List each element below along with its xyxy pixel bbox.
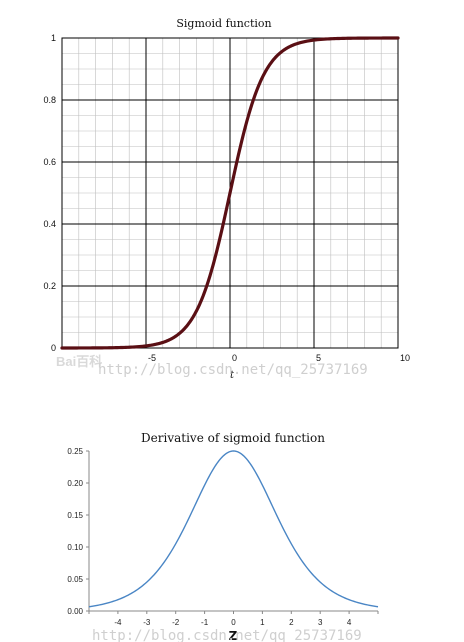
- x-tick-label: 0: [232, 353, 237, 363]
- sigmoid-chart-y-ticks: 0 0.2 0.4 0.6 0.8 1: [43, 33, 56, 353]
- x-tick-label: 5: [316, 353, 321, 363]
- sigmoid-chart: Sigmoid function 0 0.2 0.4 0.6 0.8 1 -5 0 5 10 t: [43, 17, 410, 381]
- x-tick-label: -1: [201, 618, 209, 627]
- y-tick-label: 0.20: [67, 479, 83, 488]
- x-tick-label: 0: [231, 618, 236, 627]
- y-tick-label: 0.05: [67, 575, 83, 584]
- x-tick-label: 10: [400, 353, 410, 363]
- watermark-url-bottom: http://blog.csdn.net/qq_25737169: [92, 628, 362, 642]
- y-tick-label: 0.10: [67, 543, 83, 552]
- y-tick-label: 0.25: [67, 447, 83, 456]
- derivative-chart-x-label: Z: [229, 629, 238, 642]
- sigmoid-series-line: [60, 36, 400, 350]
- y-tick-label: 0.2: [43, 281, 56, 291]
- x-tick-label: -5: [148, 353, 156, 363]
- y-tick-label: 0.4: [43, 219, 56, 229]
- x-tick-label: 2: [289, 618, 294, 627]
- y-tick-label: 0.15: [67, 511, 83, 520]
- derivative-chart-x-ticks: -4 -3 -2 -1 0 1 2 3 4: [88, 611, 379, 627]
- y-tick-label: 0.8: [43, 95, 56, 105]
- watermark-logo: Bai百科: [56, 354, 102, 369]
- plot-frame: [61, 37, 399, 349]
- y-tick-label: 0: [51, 343, 56, 353]
- derivative-chart: Derivative of sigmoid function 0.000.050…: [67, 431, 379, 642]
- x-tick-label: 4: [347, 618, 352, 627]
- derivative-chart-title: Derivative of sigmoid function: [141, 431, 325, 445]
- x-tick-label: -2: [172, 618, 180, 627]
- y-tick-label: 0.00: [67, 607, 83, 616]
- y-tick-label: 0.6: [43, 157, 56, 167]
- y-tick-label: 1: [51, 33, 56, 43]
- sigmoid-chart-x-label: t: [230, 370, 235, 381]
- derivative-series-line: [88, 450, 379, 608]
- x-tick-label: -4: [114, 618, 122, 627]
- watermark-url-top: http://blog.csdn.net/qq_25737169: [98, 362, 368, 378]
- derivative-chart-axes: [88, 451, 378, 612]
- x-tick-label: 3: [318, 618, 323, 627]
- sigmoid-chart-x-ticks: -5 0 5 10: [148, 353, 410, 363]
- sigmoid-chart-axes: [61, 37, 399, 349]
- x-tick-label: -3: [143, 618, 151, 627]
- sigmoid-chart-title: Sigmoid function: [176, 17, 271, 30]
- x-tick-label: 1: [260, 618, 265, 627]
- derivative-chart-y-ticks: 0.00 0.05 0.10 0.15 0.20 0.25: [67, 447, 89, 616]
